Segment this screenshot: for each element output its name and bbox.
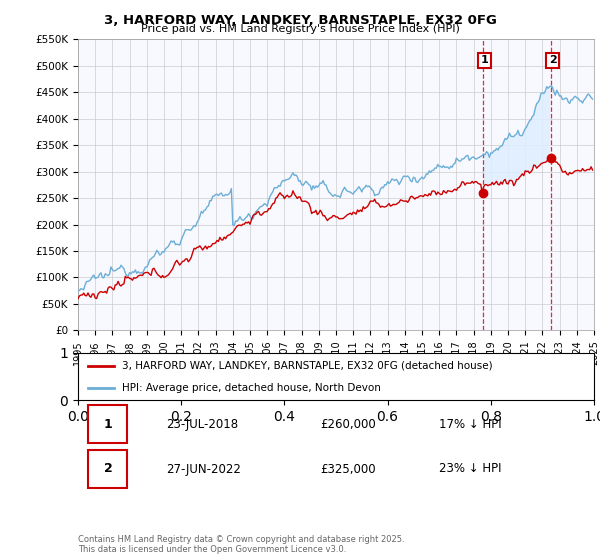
Text: £260,000: £260,000 xyxy=(320,418,376,431)
Text: Price paid vs. HM Land Registry's House Price Index (HPI): Price paid vs. HM Land Registry's House … xyxy=(140,24,460,34)
Text: 3, HARFORD WAY, LANDKEY, BARNSTAPLE, EX32 0FG: 3, HARFORD WAY, LANDKEY, BARNSTAPLE, EX3… xyxy=(104,14,496,27)
Text: £325,000: £325,000 xyxy=(320,463,376,475)
Text: 1: 1 xyxy=(481,55,488,66)
Text: 27-JUN-2022: 27-JUN-2022 xyxy=(166,463,241,475)
Text: HPI: Average price, detached house, North Devon: HPI: Average price, detached house, Nort… xyxy=(122,382,381,393)
Text: 1: 1 xyxy=(104,418,112,431)
Text: 17% ↓ HPI: 17% ↓ HPI xyxy=(439,418,502,431)
Text: 3, HARFORD WAY, LANDKEY, BARNSTAPLE, EX32 0FG (detached house): 3, HARFORD WAY, LANDKEY, BARNSTAPLE, EX3… xyxy=(122,361,493,371)
Text: 2: 2 xyxy=(548,55,556,66)
FancyBboxPatch shape xyxy=(88,405,127,443)
Text: Contains HM Land Registry data © Crown copyright and database right 2025.
This d: Contains HM Land Registry data © Crown c… xyxy=(78,535,404,554)
Text: 23-JUL-2018: 23-JUL-2018 xyxy=(166,418,238,431)
FancyBboxPatch shape xyxy=(88,450,127,488)
Text: 23% ↓ HPI: 23% ↓ HPI xyxy=(439,463,502,475)
Text: 2: 2 xyxy=(104,463,112,475)
